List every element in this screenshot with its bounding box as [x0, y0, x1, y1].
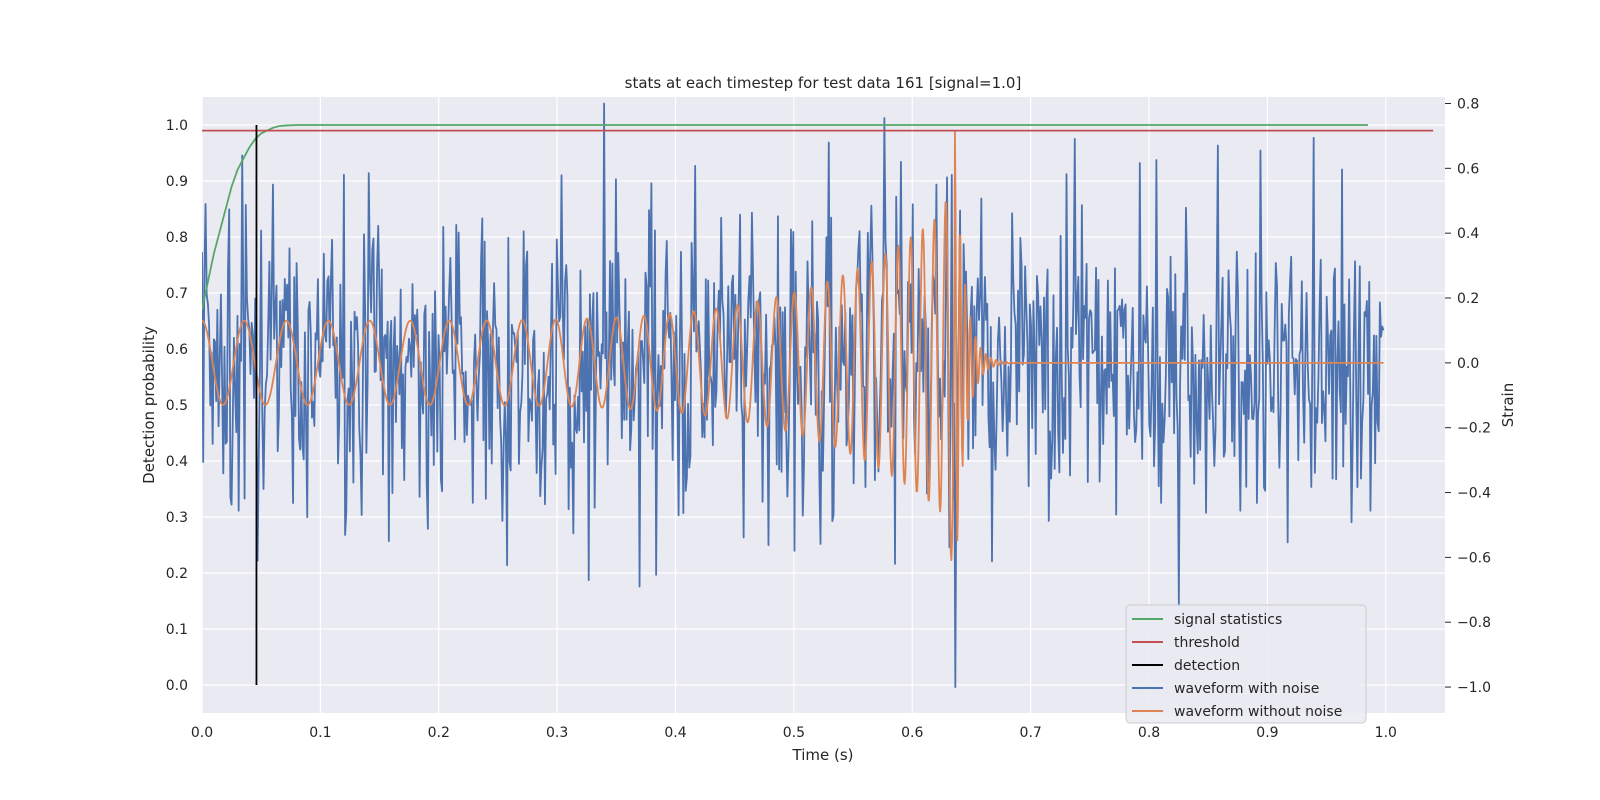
y-right-tick-label: −0.2	[1457, 421, 1491, 437]
series-line-waveform-without-noise	[202, 130, 1384, 562]
y-left-tick-label: 0.9	[166, 174, 188, 190]
chart-title: stats at each timestep for test data 161…	[625, 74, 1022, 92]
legend-label-threshold: threshold	[1174, 635, 1240, 651]
y-left-axis-label: Detection probability	[140, 326, 158, 484]
x-tick-label: 0.3	[546, 725, 568, 741]
legend-label-signal-statistics: signal statistics	[1174, 612, 1282, 628]
y-right-tick-label: −0.4	[1457, 486, 1491, 502]
series-layer	[202, 102, 1434, 688]
legend-box	[1125, 604, 1367, 724]
x-tick-labels: 0.0 0.1 0.2 0.3 0.4 0.5 0.6 0.7 0.8 0.9 1.0	[191, 725, 1397, 741]
x-tick-label: 0.9	[1256, 725, 1278, 741]
y-right-tick-label: −0.8	[1457, 615, 1491, 631]
y-left-tick-label: 0.0	[166, 678, 188, 694]
y-right-tick-label: 0.2	[1457, 291, 1479, 307]
x-tick-label: 0.6	[901, 725, 923, 741]
series-line-signal-statistics	[202, 124, 1369, 310]
x-tick-label: 0.4	[664, 725, 686, 741]
y-left-tick-label: 0.3	[166, 510, 188, 526]
y-right-tick-labels: −1.0 −0.8 −0.6 −0.4 −0.2 0.0 0.2 0.4 0.6 0.8	[1445, 96, 1491, 696]
legend-label-detection: detection	[1174, 658, 1240, 674]
y-left-tick-label: 0.4	[166, 454, 188, 470]
x-tick-label: 0.2	[428, 725, 450, 741]
y-right-axis-label: Strain	[1499, 383, 1517, 427]
y-right-tick-label: −1.0	[1457, 680, 1491, 696]
y-left-tick-label: 0.2	[166, 566, 188, 582]
y-left-tick-label: 0.5	[166, 398, 188, 414]
x-tick-label: 0.1	[309, 725, 331, 741]
x-tick-label: 0.8	[1138, 725, 1160, 741]
y-left-tick-label: 1.0	[166, 118, 188, 134]
y-right-tick-label: 0.8	[1457, 96, 1479, 112]
x-tick-label: 1.0	[1375, 725, 1397, 741]
x-tick-label: 0.5	[783, 725, 805, 741]
x-tick-label: 0.7	[1020, 725, 1042, 741]
y-right-tick-label: 0.0	[1457, 356, 1479, 372]
y-left-tick-label: 0.8	[166, 230, 188, 246]
y-right-tick-label: −0.6	[1457, 550, 1491, 566]
y-left-tick-label: 0.6	[166, 342, 188, 358]
legend-label-waveform-without-noise: waveform without noise	[1174, 704, 1342, 720]
legend: signal statistics threshold detection wa…	[1125, 604, 1367, 724]
y-left-tick-label: 0.7	[166, 286, 188, 302]
legend-label-waveform-with-noise: waveform with noise	[1174, 681, 1319, 697]
y-right-tick-label: 0.4	[1457, 226, 1479, 242]
x-axis-label: Time (s)	[792, 746, 854, 764]
series-clip-group	[202, 102, 1434, 688]
y-left-tick-label: 0.1	[166, 622, 188, 638]
x-tick-label: 0.0	[191, 725, 213, 741]
y-left-tick-labels: 0.0 0.1 0.2 0.3 0.4 0.5 0.6 0.7 0.8 0.9 1.0	[166, 118, 188, 694]
y-right-tick-label: 0.6	[1457, 161, 1479, 177]
series-line-waveform-with-noise	[202, 102, 1385, 688]
